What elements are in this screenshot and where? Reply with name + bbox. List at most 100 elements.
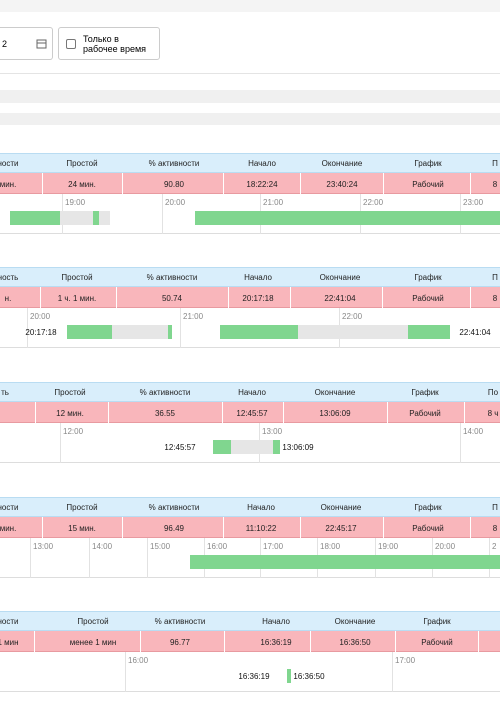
hour-label: 22:00	[363, 198, 384, 207]
cell-separator	[116, 287, 117, 308]
hour-label: 14:00	[92, 542, 113, 551]
column-header: % активности	[146, 273, 198, 282]
timeline	[0, 538, 500, 578]
hour-label: 20:00	[165, 198, 186, 207]
hour-label: 20:00	[435, 542, 456, 551]
activity-bar	[168, 325, 172, 339]
cell-value: 22:45:17	[325, 524, 357, 533]
column-header: % активности	[148, 503, 200, 512]
column-header: График	[414, 159, 442, 168]
cell-value: 8	[492, 180, 498, 189]
table-header	[0, 382, 500, 402]
checkbox[interactable]	[66, 39, 76, 49]
column-header: % активности	[148, 159, 200, 168]
cell-separator	[387, 402, 388, 423]
cell-value: 90.80	[163, 180, 185, 189]
cell-value: Рабочий	[412, 524, 444, 533]
column-header: График	[414, 273, 442, 282]
cell-separator	[382, 287, 383, 308]
hour-label: 17:00	[263, 542, 284, 551]
cell-separator	[300, 173, 301, 194]
activity-bar	[10, 211, 60, 225]
idle-bar	[99, 211, 110, 225]
cell-value: 8	[492, 524, 498, 533]
hour-label: 23:00	[463, 198, 484, 207]
column-header: Начало	[247, 503, 275, 512]
date-input[interactable]: 2	[0, 27, 53, 60]
time-label: 16:36:19	[238, 672, 270, 681]
idle-bar	[112, 325, 168, 339]
cell-value: 12 мин.	[56, 409, 84, 418]
cell-value: 11:10:22	[245, 524, 277, 533]
date-text: 2	[2, 39, 8, 49]
cell-separator	[42, 173, 43, 194]
column-header: ности	[0, 503, 19, 512]
work-time-filter[interactable]: Только в рабочее время	[58, 27, 160, 60]
divider	[0, 73, 500, 74]
cell-separator	[34, 631, 35, 652]
cell-value: 12:45:57	[236, 409, 268, 418]
table-row	[0, 173, 500, 194]
column-header: % активности	[154, 617, 206, 626]
calendar-icon[interactable]	[36, 38, 47, 49]
cell-separator	[35, 402, 36, 423]
timeline	[0, 652, 500, 692]
table-row	[0, 287, 500, 308]
hour-label: 12:00	[63, 427, 84, 436]
column-header: График	[423, 617, 451, 626]
activity-bar	[93, 211, 99, 225]
placeholder-bar	[0, 90, 500, 103]
column-header: График	[411, 388, 439, 397]
hour-label: 22:00	[342, 312, 363, 321]
cell-separator	[464, 402, 465, 423]
cell-separator	[122, 173, 123, 194]
table-row	[0, 517, 500, 538]
time-label: 13:06:09	[282, 443, 314, 452]
idle-bar	[60, 211, 93, 225]
cell-value: 18:22:24	[246, 180, 278, 189]
column-header: Начало	[244, 273, 272, 282]
hour-label: 15:00	[150, 542, 171, 551]
cell-separator	[42, 517, 43, 538]
hour-label: 14:00	[463, 427, 484, 436]
cell-value: 8 ч	[487, 409, 499, 418]
cell-value: 16:36:19	[260, 638, 292, 647]
column-header: Окончание	[320, 503, 362, 512]
cell-separator	[108, 402, 109, 423]
cell-value: Рабочий	[409, 409, 441, 418]
table-row	[0, 631, 500, 652]
cell-separator	[228, 287, 229, 308]
hour-line	[460, 423, 461, 463]
hour-label: 19:00	[378, 542, 399, 551]
timeline	[0, 423, 500, 463]
cell-value: 96.49	[163, 524, 185, 533]
cell-separator	[470, 517, 471, 538]
cell-separator	[223, 173, 224, 194]
cell-separator	[122, 517, 123, 538]
hour-label: 13:00	[262, 427, 283, 436]
table-header	[0, 497, 500, 517]
cell-value: 15 мин.	[68, 524, 96, 533]
hour-label: 19:00	[65, 198, 86, 207]
column-header: % активности	[139, 388, 191, 397]
activity-bar	[408, 325, 450, 339]
column-header: П	[492, 159, 498, 168]
idle-bar	[231, 440, 273, 454]
column-header: Начало	[248, 159, 276, 168]
cell-value: 23:40:24	[326, 180, 358, 189]
placeholder-bar	[0, 113, 500, 125]
column-header: П	[492, 273, 498, 282]
column-header: ть	[1, 388, 9, 397]
activity-bar	[213, 440, 231, 454]
idle-bar	[298, 325, 408, 339]
activity-bar	[220, 325, 298, 339]
time-label: 12:45:57	[164, 443, 196, 452]
column-header: Окончание	[314, 388, 356, 397]
cell-separator	[222, 402, 223, 423]
column-header: Окончание	[319, 273, 361, 282]
column-header: Простой	[66, 503, 98, 512]
hour-line	[27, 308, 28, 348]
column-header: Простой	[66, 159, 98, 168]
column-header: Простой	[77, 617, 109, 626]
time-label: 16:36:50	[293, 672, 325, 681]
